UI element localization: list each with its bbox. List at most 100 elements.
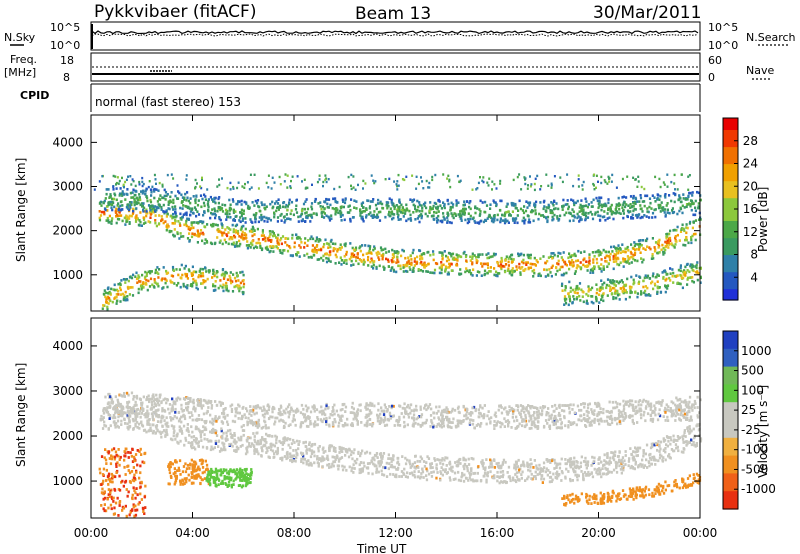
power-point <box>404 256 407 260</box>
power-point <box>232 230 235 234</box>
power-point <box>244 182 246 186</box>
power-point <box>154 268 157 272</box>
velocity-point <box>684 435 687 438</box>
power-point <box>611 279 614 282</box>
velocity-point <box>669 436 672 439</box>
velocity-point <box>127 416 131 420</box>
power-point <box>412 248 415 252</box>
velocity-point <box>400 475 403 478</box>
velocity-point <box>395 475 398 479</box>
velocity-point <box>642 454 645 458</box>
velocity-point <box>273 444 276 448</box>
power-point <box>263 219 266 223</box>
power-point <box>463 211 466 215</box>
power-point <box>420 214 423 218</box>
velocity-point <box>665 443 668 447</box>
power-point <box>499 182 502 185</box>
power-point <box>562 198 565 202</box>
velocity-point <box>328 444 332 448</box>
power-point <box>557 207 560 211</box>
power-point <box>445 266 448 269</box>
velocity-point <box>545 467 548 471</box>
power-colorbar-swatch <box>723 140 738 148</box>
power-point <box>640 292 643 295</box>
power-point <box>435 216 438 220</box>
velocity-point <box>604 466 607 470</box>
velocity-point <box>575 466 578 470</box>
velocity-point <box>344 449 348 453</box>
power-point <box>145 187 148 191</box>
power-point <box>554 273 557 276</box>
power-point <box>331 242 334 245</box>
velocity-point <box>466 469 469 473</box>
power-point <box>213 274 216 278</box>
power-point <box>168 229 171 233</box>
power-point <box>680 276 683 279</box>
velocity-point <box>251 442 254 446</box>
velocity-point <box>138 426 141 430</box>
velocity-point <box>146 409 149 413</box>
power-point <box>315 249 318 252</box>
power-point <box>371 215 374 218</box>
power-point <box>561 180 564 184</box>
velocity-point <box>302 441 305 445</box>
power-point <box>359 245 362 248</box>
power-point <box>146 199 149 203</box>
velocity-point <box>421 470 425 474</box>
velocity-point <box>520 464 523 468</box>
power-point <box>327 257 330 260</box>
power-point <box>232 187 235 190</box>
power-point <box>567 207 570 211</box>
power-point <box>590 201 593 204</box>
power-point <box>359 249 362 253</box>
velocity-point <box>470 457 473 460</box>
power-point <box>115 302 118 305</box>
power-point <box>418 201 421 204</box>
power-point <box>673 182 676 185</box>
power-point <box>422 202 426 206</box>
power-point <box>626 255 629 258</box>
velocity-point <box>109 424 112 428</box>
power-point <box>697 191 700 195</box>
velocity-point <box>575 460 578 463</box>
power-point <box>228 209 232 212</box>
power-point <box>662 209 665 212</box>
velocity-point <box>248 442 251 445</box>
power-point <box>350 173 353 177</box>
velocity-point <box>653 458 656 462</box>
velocity-point <box>439 472 443 475</box>
power-point <box>600 181 603 185</box>
power-point <box>178 191 181 195</box>
power-point <box>232 185 235 189</box>
power-point <box>584 213 587 216</box>
power-point <box>695 263 698 267</box>
power-point <box>546 259 549 263</box>
power-point <box>195 286 198 290</box>
power-point <box>231 236 234 239</box>
power-point <box>561 265 564 269</box>
power-point <box>266 217 269 220</box>
power-point <box>529 262 532 266</box>
velocity-point <box>266 449 269 453</box>
velocity-point <box>265 446 268 450</box>
power-point <box>493 219 496 222</box>
velocity-point <box>615 464 618 468</box>
power-point <box>496 274 499 278</box>
power-point <box>249 246 252 249</box>
power-point <box>684 273 687 276</box>
power-point <box>169 214 172 218</box>
velocity-point <box>390 463 393 467</box>
velocity-point <box>189 441 192 445</box>
velocity-point <box>429 462 432 466</box>
power-point <box>582 300 585 304</box>
power-point <box>506 269 509 272</box>
power-point <box>142 222 146 225</box>
power-point <box>361 201 365 204</box>
power-point <box>317 202 320 205</box>
velocity-point <box>392 473 395 476</box>
power-point <box>202 274 205 278</box>
velocity-point <box>331 462 334 466</box>
power-point <box>495 203 498 206</box>
power-point <box>551 202 554 205</box>
power-point <box>490 216 493 220</box>
